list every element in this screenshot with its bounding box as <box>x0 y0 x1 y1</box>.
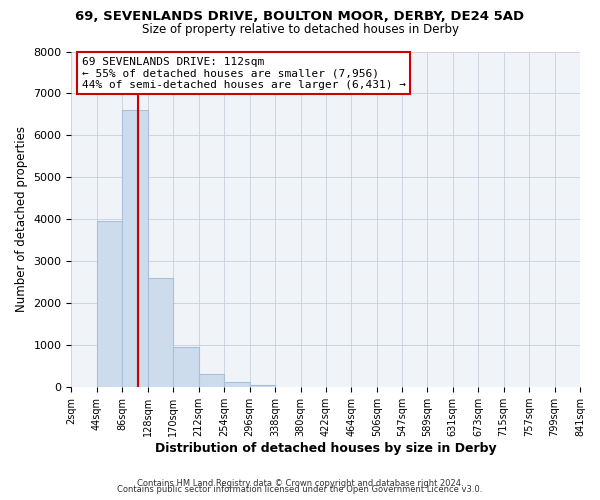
Bar <box>224 382 250 387</box>
Bar <box>122 110 148 387</box>
Y-axis label: Number of detached properties: Number of detached properties <box>15 126 28 312</box>
Text: 69 SEVENLANDS DRIVE: 112sqm
← 55% of detached houses are smaller (7,956)
44% of : 69 SEVENLANDS DRIVE: 112sqm ← 55% of det… <box>82 56 406 90</box>
Bar <box>250 384 275 387</box>
X-axis label: Distribution of detached houses by size in Derby: Distribution of detached houses by size … <box>155 442 497 455</box>
Bar <box>97 221 122 387</box>
Bar <box>173 347 199 387</box>
Bar <box>199 374 224 387</box>
Bar <box>148 278 173 387</box>
Text: Contains HM Land Registry data © Crown copyright and database right 2024.: Contains HM Land Registry data © Crown c… <box>137 478 463 488</box>
Text: 69, SEVENLANDS DRIVE, BOULTON MOOR, DERBY, DE24 5AD: 69, SEVENLANDS DRIVE, BOULTON MOOR, DERB… <box>76 10 524 23</box>
Text: Contains public sector information licensed under the Open Government Licence v3: Contains public sector information licen… <box>118 485 482 494</box>
Text: Size of property relative to detached houses in Derby: Size of property relative to detached ho… <box>142 22 458 36</box>
